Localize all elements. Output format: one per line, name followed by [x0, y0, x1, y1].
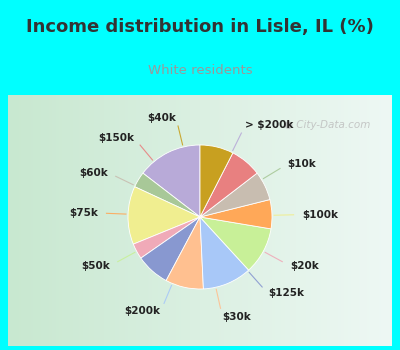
Wedge shape	[200, 173, 270, 217]
Wedge shape	[133, 217, 200, 258]
Text: $125k: $125k	[268, 288, 304, 299]
Wedge shape	[200, 145, 233, 217]
Text: > $200k: > $200k	[245, 120, 294, 130]
Text: $50k: $50k	[81, 261, 110, 271]
Text: White residents: White residents	[148, 64, 252, 77]
Wedge shape	[200, 217, 271, 270]
Wedge shape	[200, 199, 272, 229]
Wedge shape	[200, 153, 257, 217]
Text: $200k: $200k	[125, 306, 161, 316]
Text: $150k: $150k	[98, 133, 134, 143]
Text: $20k: $20k	[290, 261, 319, 271]
Wedge shape	[200, 217, 249, 289]
Text: ● City-Data.com: ● City-Data.com	[284, 120, 371, 130]
Wedge shape	[143, 145, 200, 217]
Wedge shape	[128, 187, 200, 244]
Text: $30k: $30k	[222, 312, 251, 322]
Text: $75k: $75k	[69, 208, 98, 218]
Wedge shape	[141, 217, 200, 281]
Wedge shape	[166, 217, 204, 289]
Wedge shape	[135, 173, 200, 217]
Text: $60k: $60k	[79, 168, 108, 177]
Text: $100k: $100k	[302, 210, 338, 219]
Text: $40k: $40k	[147, 113, 176, 122]
Text: Income distribution in Lisle, IL (%): Income distribution in Lisle, IL (%)	[26, 18, 374, 36]
Text: $10k: $10k	[288, 159, 316, 169]
